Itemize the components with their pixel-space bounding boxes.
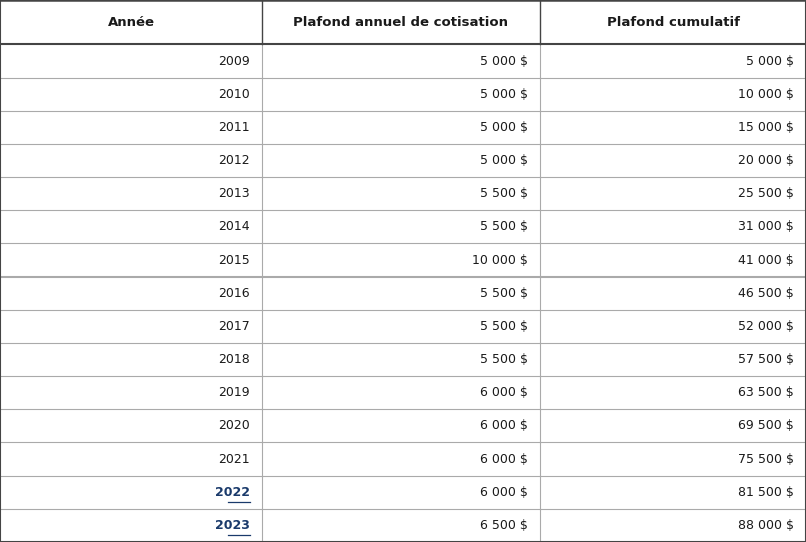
Text: 5 500 $: 5 500 $ xyxy=(480,187,528,200)
Text: 20 000 $: 20 000 $ xyxy=(738,154,794,167)
Text: 2023: 2023 xyxy=(215,519,250,532)
Text: 2010: 2010 xyxy=(218,88,250,101)
Text: Plafond cumulatif: Plafond cumulatif xyxy=(606,16,740,29)
Text: 2020: 2020 xyxy=(218,420,250,433)
Text: 57 500 $: 57 500 $ xyxy=(738,353,794,366)
Text: 5 000 $: 5 000 $ xyxy=(480,154,528,167)
Text: 2021: 2021 xyxy=(218,453,250,466)
Text: 5 500 $: 5 500 $ xyxy=(480,353,528,366)
Text: 2017: 2017 xyxy=(218,320,250,333)
Text: 63 500 $: 63 500 $ xyxy=(738,386,794,399)
Text: 5 500 $: 5 500 $ xyxy=(480,320,528,333)
Text: 52 000 $: 52 000 $ xyxy=(738,320,794,333)
Text: 2015: 2015 xyxy=(218,254,250,267)
Text: 6 000 $: 6 000 $ xyxy=(480,420,528,433)
Text: Plafond annuel de cotisation: Plafond annuel de cotisation xyxy=(293,16,509,29)
Text: 69 500 $: 69 500 $ xyxy=(738,420,794,433)
Text: 5 000 $: 5 000 $ xyxy=(480,88,528,101)
Text: 41 000 $: 41 000 $ xyxy=(738,254,794,267)
Text: 15 000 $: 15 000 $ xyxy=(738,121,794,134)
Text: 5 500 $: 5 500 $ xyxy=(480,221,528,234)
Text: 10 000 $: 10 000 $ xyxy=(472,254,528,267)
Text: 5 000 $: 5 000 $ xyxy=(480,121,528,134)
Text: 5 000 $: 5 000 $ xyxy=(480,55,528,68)
Text: 2018: 2018 xyxy=(218,353,250,366)
Text: 2022: 2022 xyxy=(215,486,250,499)
Text: 2012: 2012 xyxy=(218,154,250,167)
Text: 75 500 $: 75 500 $ xyxy=(738,453,794,466)
Text: 2009: 2009 xyxy=(218,55,250,68)
Text: 2019: 2019 xyxy=(218,386,250,399)
Text: 2013: 2013 xyxy=(218,187,250,200)
Text: 5 000 $: 5 000 $ xyxy=(746,55,794,68)
Text: 31 000 $: 31 000 $ xyxy=(738,221,794,234)
Text: 46 500 $: 46 500 $ xyxy=(738,287,794,300)
Text: Année: Année xyxy=(107,16,155,29)
Text: 6 000 $: 6 000 $ xyxy=(480,486,528,499)
Text: 6 000 $: 6 000 $ xyxy=(480,386,528,399)
Text: 6 500 $: 6 500 $ xyxy=(480,519,528,532)
Text: 2011: 2011 xyxy=(218,121,250,134)
Text: 81 500 $: 81 500 $ xyxy=(738,486,794,499)
Text: 2016: 2016 xyxy=(218,287,250,300)
Text: 88 000 $: 88 000 $ xyxy=(738,519,794,532)
Text: 10 000 $: 10 000 $ xyxy=(738,88,794,101)
Text: 2014: 2014 xyxy=(218,221,250,234)
Text: 25 500 $: 25 500 $ xyxy=(738,187,794,200)
Text: 5 500 $: 5 500 $ xyxy=(480,287,528,300)
Text: 6 000 $: 6 000 $ xyxy=(480,453,528,466)
